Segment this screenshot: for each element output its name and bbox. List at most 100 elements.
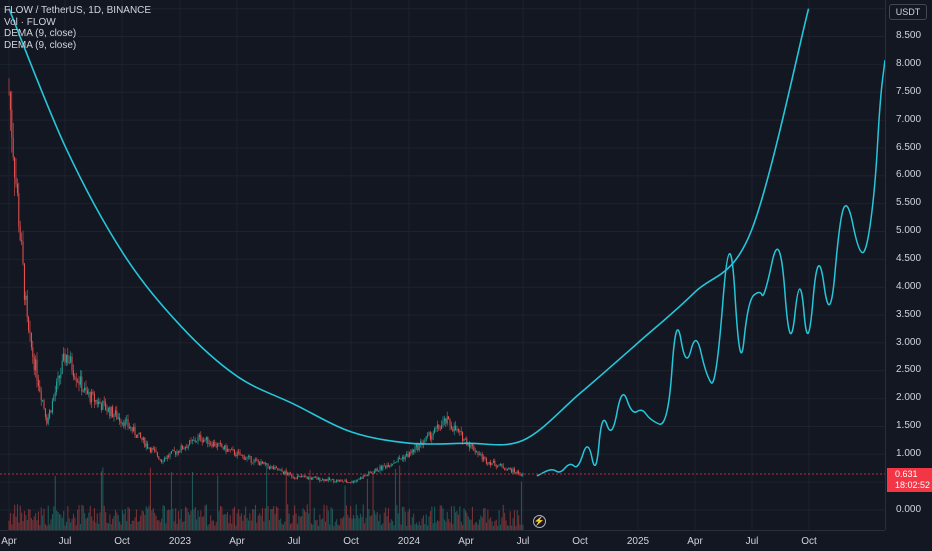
candle-body [95, 400, 97, 402]
candle-body [105, 402, 107, 411]
candle-body [385, 465, 387, 468]
candle-body [156, 452, 158, 457]
volume-bar [144, 514, 146, 530]
volume-bar [58, 513, 60, 530]
volume-bar [179, 519, 181, 530]
volume-bar [278, 520, 280, 530]
candle-body [170, 450, 172, 454]
time-tick: Apr [1, 536, 17, 547]
current-price-value: 0.631 [895, 469, 918, 479]
price-axis[interactable]: 8.500 8.000 7.500 7.000 6.500 6.000 5.50… [885, 0, 932, 530]
volume-bar [490, 517, 492, 530]
volume-bar [210, 515, 212, 530]
volume-bar [505, 520, 507, 530]
candle-body [267, 463, 269, 467]
candle-body [369, 471, 371, 473]
candle-body [499, 463, 501, 466]
candle-body [259, 462, 261, 466]
candle-body [354, 481, 356, 483]
candle-body [82, 391, 84, 392]
candle-body [121, 422, 123, 424]
volume-bar [509, 511, 511, 530]
candle-body [70, 356, 72, 363]
volume-bar [71, 518, 73, 530]
volume-bar [158, 519, 160, 530]
volume-bar [196, 519, 198, 530]
volume-bar [33, 516, 35, 530]
candle-body [226, 448, 228, 452]
volume-bar [282, 524, 284, 530]
candle-body [268, 466, 270, 469]
legend-indicator-2[interactable]: DEMA (9, close) [4, 39, 77, 51]
volume-bar [348, 517, 350, 530]
volume-bar [464, 510, 466, 530]
volume-bar [394, 468, 396, 530]
candle-body [134, 426, 136, 436]
candle-body [201, 440, 203, 442]
drawn-projection-line[interactable] [536, 59, 885, 477]
candle-body [393, 462, 395, 464]
volume-bar [149, 467, 151, 530]
candle-body [135, 435, 137, 438]
legend-symbol[interactable]: FLOW / TetherUS, 1D, BINANCE [4, 5, 152, 16]
chart-legend: FLOW / TetherUS, 1D, BINANCE Vol · FLOW … [4, 5, 151, 51]
volume-bar [352, 514, 354, 530]
candle-body [368, 471, 370, 476]
candle-body [361, 477, 363, 479]
volume-bar [463, 508, 465, 530]
price-tick: 5.500 [896, 197, 922, 208]
time-tick: Oct [343, 536, 359, 547]
volume-bar [326, 505, 328, 530]
candle-body [407, 453, 409, 457]
candle-body [242, 454, 244, 456]
candle-body [133, 426, 135, 432]
candle-body [40, 391, 42, 401]
legend-indicator-1[interactable]: DEMA (9, close) [4, 28, 77, 39]
price-tick: 6.000 [896, 169, 922, 180]
volume-bar [504, 512, 506, 530]
candle-body [327, 478, 329, 481]
volume-bar [485, 522, 487, 530]
candle-body [54, 392, 56, 397]
volume-bar [233, 506, 235, 530]
candle-body [410, 452, 412, 454]
candle-body [345, 480, 347, 483]
time-tick: 2023 [168, 536, 192, 547]
candle-body [323, 478, 325, 482]
volume-bar [427, 525, 429, 530]
price-tick: 4.000 [896, 281, 922, 292]
volume-bar [16, 504, 18, 530]
candle-body [165, 458, 167, 460]
candle-body [8, 92, 10, 94]
candle-body [22, 241, 24, 264]
volume-bar [119, 521, 121, 530]
legend-volume[interactable]: Vol · FLOW [4, 16, 56, 28]
volume-bar [301, 515, 303, 530]
volume-bar [200, 510, 202, 530]
candle-body [443, 418, 445, 422]
volume-bar [345, 505, 347, 530]
candle-body [236, 451, 238, 457]
volume-bar [471, 506, 473, 530]
candle-body [33, 356, 35, 371]
time-axis[interactable]: Apr Jul Oct 2023 Apr Jul Oct 2024 Apr Ju… [0, 530, 885, 551]
volume-bar [133, 520, 135, 530]
volume-bar [285, 467, 287, 530]
candle-body [344, 480, 346, 482]
candle-body [378, 470, 380, 472]
candle-body [11, 109, 13, 138]
volume-bar [212, 520, 214, 530]
volume-bar [128, 508, 130, 530]
candle-body [396, 461, 398, 463]
volume-bar [114, 509, 116, 530]
currency-button[interactable]: USDT [889, 4, 927, 20]
candle-body [126, 419, 128, 421]
candle-body [29, 330, 31, 333]
candle-body [455, 425, 457, 431]
plot-area[interactable] [0, 0, 885, 530]
candle-body [343, 481, 345, 483]
candle-body [380, 466, 382, 470]
candle-body [429, 432, 431, 440]
candle-body [476, 451, 478, 453]
lightning-icon[interactable]: ⚡ [533, 515, 546, 528]
